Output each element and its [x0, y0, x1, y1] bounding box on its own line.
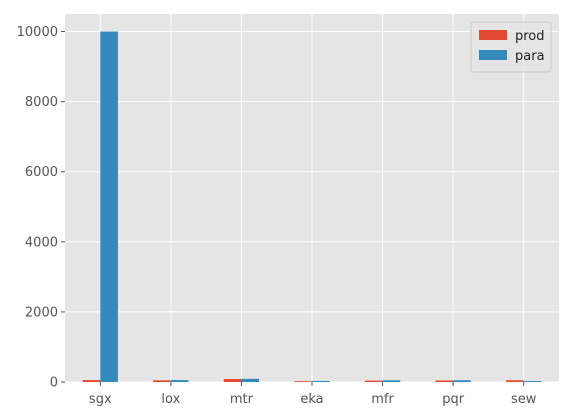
x-tick-label-sew: sew — [511, 392, 537, 407]
y-tick-label: 0 — [50, 376, 58, 391]
bar-prod-eka — [294, 381, 312, 382]
bar-prod-sgx — [82, 380, 101, 382]
grid-lines — [65, 14, 559, 383]
bar-para-pqr — [453, 380, 471, 382]
x-tick-label-mfr: mfr — [371, 392, 394, 407]
x-tick-label-pqr: pqr — [442, 392, 465, 407]
legend-label-para: para — [515, 49, 545, 64]
x-tick-label-mtr: mtr — [230, 392, 254, 407]
y-axis-ticks: 0 2000 4000 6000 8000 10000 — [17, 25, 65, 391]
y-tick-label: 4000 — [25, 235, 58, 250]
y-tick-label: 8000 — [25, 95, 58, 110]
legend-swatch-para — [479, 50, 507, 60]
bar-prod-sew — [506, 380, 524, 382]
y-tick-label: 10000 — [17, 25, 58, 40]
bars — [82, 31, 542, 383]
bar-para-lox — [170, 380, 189, 382]
x-tick-label-sgx: sgx — [89, 392, 112, 407]
legend-label-prod: prod — [515, 29, 545, 44]
y-tick-label: 2000 — [25, 305, 58, 320]
y-tick-label: 6000 — [25, 165, 58, 180]
x-axis-ticks: sgx lox mtr eka mfr pqr sew — [89, 382, 537, 407]
bar-prod-mfr — [364, 380, 383, 382]
bar-para-sgx — [100, 31, 118, 383]
bar-para-mfr — [382, 380, 401, 382]
bar-para-mtr — [241, 378, 260, 382]
bar-prod-mtr — [223, 379, 242, 382]
legend: prod para — [470, 21, 552, 73]
x-tick-label-lox: lox — [161, 392, 180, 407]
bar-prod-pqr — [435, 380, 454, 382]
bar-para-sew — [523, 381, 542, 382]
bar-prod-lox — [153, 380, 171, 382]
x-tick-label-eka: eka — [300, 392, 323, 407]
legend-swatch-prod — [479, 30, 507, 40]
bar-para-eka — [312, 380, 330, 382]
